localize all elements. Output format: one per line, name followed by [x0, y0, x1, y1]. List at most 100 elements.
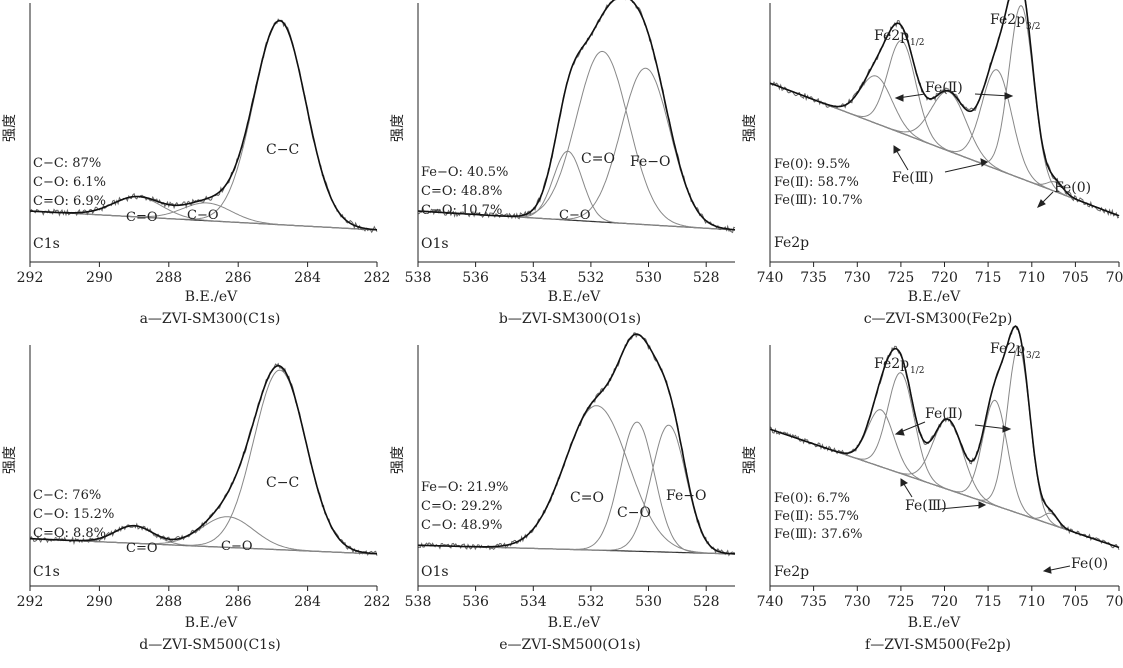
panel-f-xtick-label-0: 740	[757, 594, 784, 610]
panel-d-xlabel: B.E./eV	[185, 615, 238, 631]
panel-f: 740 735 730 725 720 715 710 705 700 强度 Fe(0): 6.…	[742, 325, 1123, 653]
panel-c-arrowhead-5	[1037, 199, 1046, 208]
panel-f-curves	[769, 325, 1120, 550]
panel-e-xtick-label-1: 536	[462, 594, 489, 610]
panel-f-axes	[769, 345, 1119, 587]
panel-c-arrowhead-2	[1004, 92, 1014, 100]
panel-f-arrows	[894, 421, 1071, 574]
panel-b-comp-3: C−O: 10.7%	[421, 203, 502, 218]
panel-b-envelope	[417, 0, 736, 231]
panel-d-ylabel: 强度	[2, 446, 18, 474]
panel-c-arrow-fe2-right	[974, 93, 1011, 97]
panel-f-arrowhead-1	[894, 428, 905, 436]
panel-f-label-fe2p32: Fe2p	[990, 341, 1025, 357]
panel-f-xtick-label-1: 735	[800, 594, 827, 610]
panel-d-core-label: C1s	[33, 564, 60, 580]
panel-d: 292 290 288 286 284 282 强度 C−C: 76% C−O: 15.2…	[2, 345, 390, 653]
panel-c-axes	[769, 3, 1119, 263]
panel-a-xlabel: B.E./eV	[185, 289, 238, 305]
panel-f-peak-2	[769, 399, 1120, 548]
panel-f-arrowhead-3	[900, 478, 908, 487]
panel-f-arrowhead-4	[978, 501, 987, 509]
panel-e-ticks: 538 536 534 532 530 528	[405, 586, 720, 610]
panel-f-ticks: 740 735 730 725 720 715 710 705 700	[757, 586, 1123, 610]
panel-e-xtick-label-2: 534	[520, 594, 547, 610]
panel-b-xtick-label-1: 536	[462, 270, 489, 286]
panel-c-arrowhead-1	[894, 94, 904, 102]
panel-c-caption: c—ZVI-SM300(Fe2p)	[864, 311, 1013, 327]
panel-f-envelope	[769, 325, 1120, 549]
panel-e: 538 536 534 532 530 528 强度 Fe−O: 21.9% C=O: 2…	[390, 332, 736, 653]
panel-c-xtick-label-3: 725	[888, 270, 915, 286]
panel-d-xtick-label-4: 284	[294, 594, 321, 610]
panel-c: 740 735 730 725 720 715 710 705 700 强度 Fe(0): 9.…	[742, 0, 1123, 327]
panel-d-xtick-label-3: 286	[225, 594, 252, 610]
panel-c-comp-3: Fe(Ⅲ): 10.7%	[774, 193, 863, 208]
panel-c-ylabel: 强度	[742, 114, 758, 142]
panel-d-comp-2: C−O: 15.2%	[33, 507, 114, 522]
panel-b-axes	[417, 3, 735, 263]
panel-b-label-feo: Fe−O	[630, 154, 670, 170]
panel-b-xtick-label-5: 528	[693, 270, 720, 286]
panel-f-comp-2: Fe(Ⅱ): 55.7%	[774, 509, 859, 524]
panel-c-xlabel: B.E./eV	[908, 289, 961, 305]
panel-a-label-cc: C−C	[266, 142, 299, 158]
panel-e-xtick-label-0: 538	[405, 594, 432, 610]
panel-a-curves	[29, 18, 378, 234]
panel-e-comp-3: C−O: 48.9%	[421, 518, 502, 533]
panel-b-curves	[417, 0, 736, 234]
panel-e-ylabel: 强度	[390, 446, 406, 474]
panel-e-label-c-double-o: C=O	[570, 490, 604, 506]
panel-f-label-fe3: Fe(Ⅲ)	[905, 498, 947, 514]
panel-d-label-cc: C−C	[266, 475, 299, 491]
panel-b-xtick-label-3: 532	[578, 270, 605, 286]
panel-c-label-fe2p32-sub: 3/2	[1026, 22, 1040, 32]
panel-d-xtick-label-5: 282	[364, 594, 391, 610]
panel-e-curves	[417, 332, 736, 557]
panel-b-xtick-label-4: 530	[635, 270, 662, 286]
panel-e-caption: e—ZVI-SM500(O1s)	[499, 637, 641, 653]
panel-d-axes	[29, 345, 377, 587]
panel-b-caption: b—ZVI-SM300(O1s)	[499, 311, 641, 327]
panel-e-xtick-label-4: 530	[635, 594, 662, 610]
panel-c-label-fe2p32: Fe2p	[990, 12, 1025, 28]
panel-d-xtick-label-0: 292	[17, 594, 44, 610]
panel-c-xtick-label-1: 735	[800, 270, 827, 286]
panel-b-comp-1: Fe−O: 40.5%	[421, 165, 508, 180]
panel-c-label-fe3: Fe(Ⅲ)	[892, 170, 934, 186]
panel-c-label-fe2p12-sub: 1/2	[910, 38, 924, 48]
panel-c-xtick-label-4: 720	[931, 270, 958, 286]
panel-d-comp-1: C−C: 76%	[33, 488, 101, 503]
panel-c-xtick-label-8: 700	[1106, 270, 1123, 286]
panel-d-label-co: C−O	[221, 539, 253, 554]
panel-c-comp-1: Fe(0): 9.5%	[774, 157, 850, 172]
panel-c-xtick-label-5: 715	[975, 270, 1002, 286]
panel-a-envelope	[29, 19, 378, 231]
panel-f-xtick-label-6: 710	[1018, 594, 1045, 610]
panel-f-xtick-label-2: 730	[844, 594, 871, 610]
panel-d-xtick-label-2: 288	[155, 594, 182, 610]
panel-d-curves	[29, 362, 378, 556]
panel-b-label-c-double-o: C=O	[581, 151, 615, 167]
panel-e-xlabel: B.E./eV	[548, 615, 601, 631]
panel-c-label-fe2p12: Fe2p	[874, 28, 909, 44]
panel-d-comp-3: C=O: 8.8%	[33, 526, 106, 541]
panel-f-comp-3: Fe(Ⅲ): 37.6%	[774, 527, 863, 542]
panel-a-xtick-label-2: 288	[155, 270, 182, 286]
panel-c-curves	[769, 0, 1120, 219]
panel-e-xtick-label-3: 532	[578, 594, 605, 610]
panel-c-comp-2: Fe(Ⅱ): 58.7%	[774, 175, 859, 190]
panel-c-label-fe0: Fe(0)	[1054, 180, 1091, 196]
panel-f-xlabel: B.E./eV	[908, 615, 961, 631]
panel-c-core-label: Fe2p	[774, 235, 809, 251]
panel-c-xtick-label-7: 705	[1062, 270, 1089, 286]
panel-f-xtick-label-3: 725	[888, 594, 915, 610]
panel-b-comp-2: C=O: 48.8%	[421, 184, 502, 199]
panel-b-core-label: O1s	[421, 236, 449, 252]
panel-a-xtick-label-5: 282	[364, 270, 391, 286]
panel-f-xtick-label-5: 715	[975, 594, 1002, 610]
panel-a-label-c-double-o: C=O	[126, 210, 158, 225]
panel-b-xtick-label-2: 534	[520, 270, 547, 286]
panel-f-xtick-label-8: 700	[1106, 594, 1123, 610]
